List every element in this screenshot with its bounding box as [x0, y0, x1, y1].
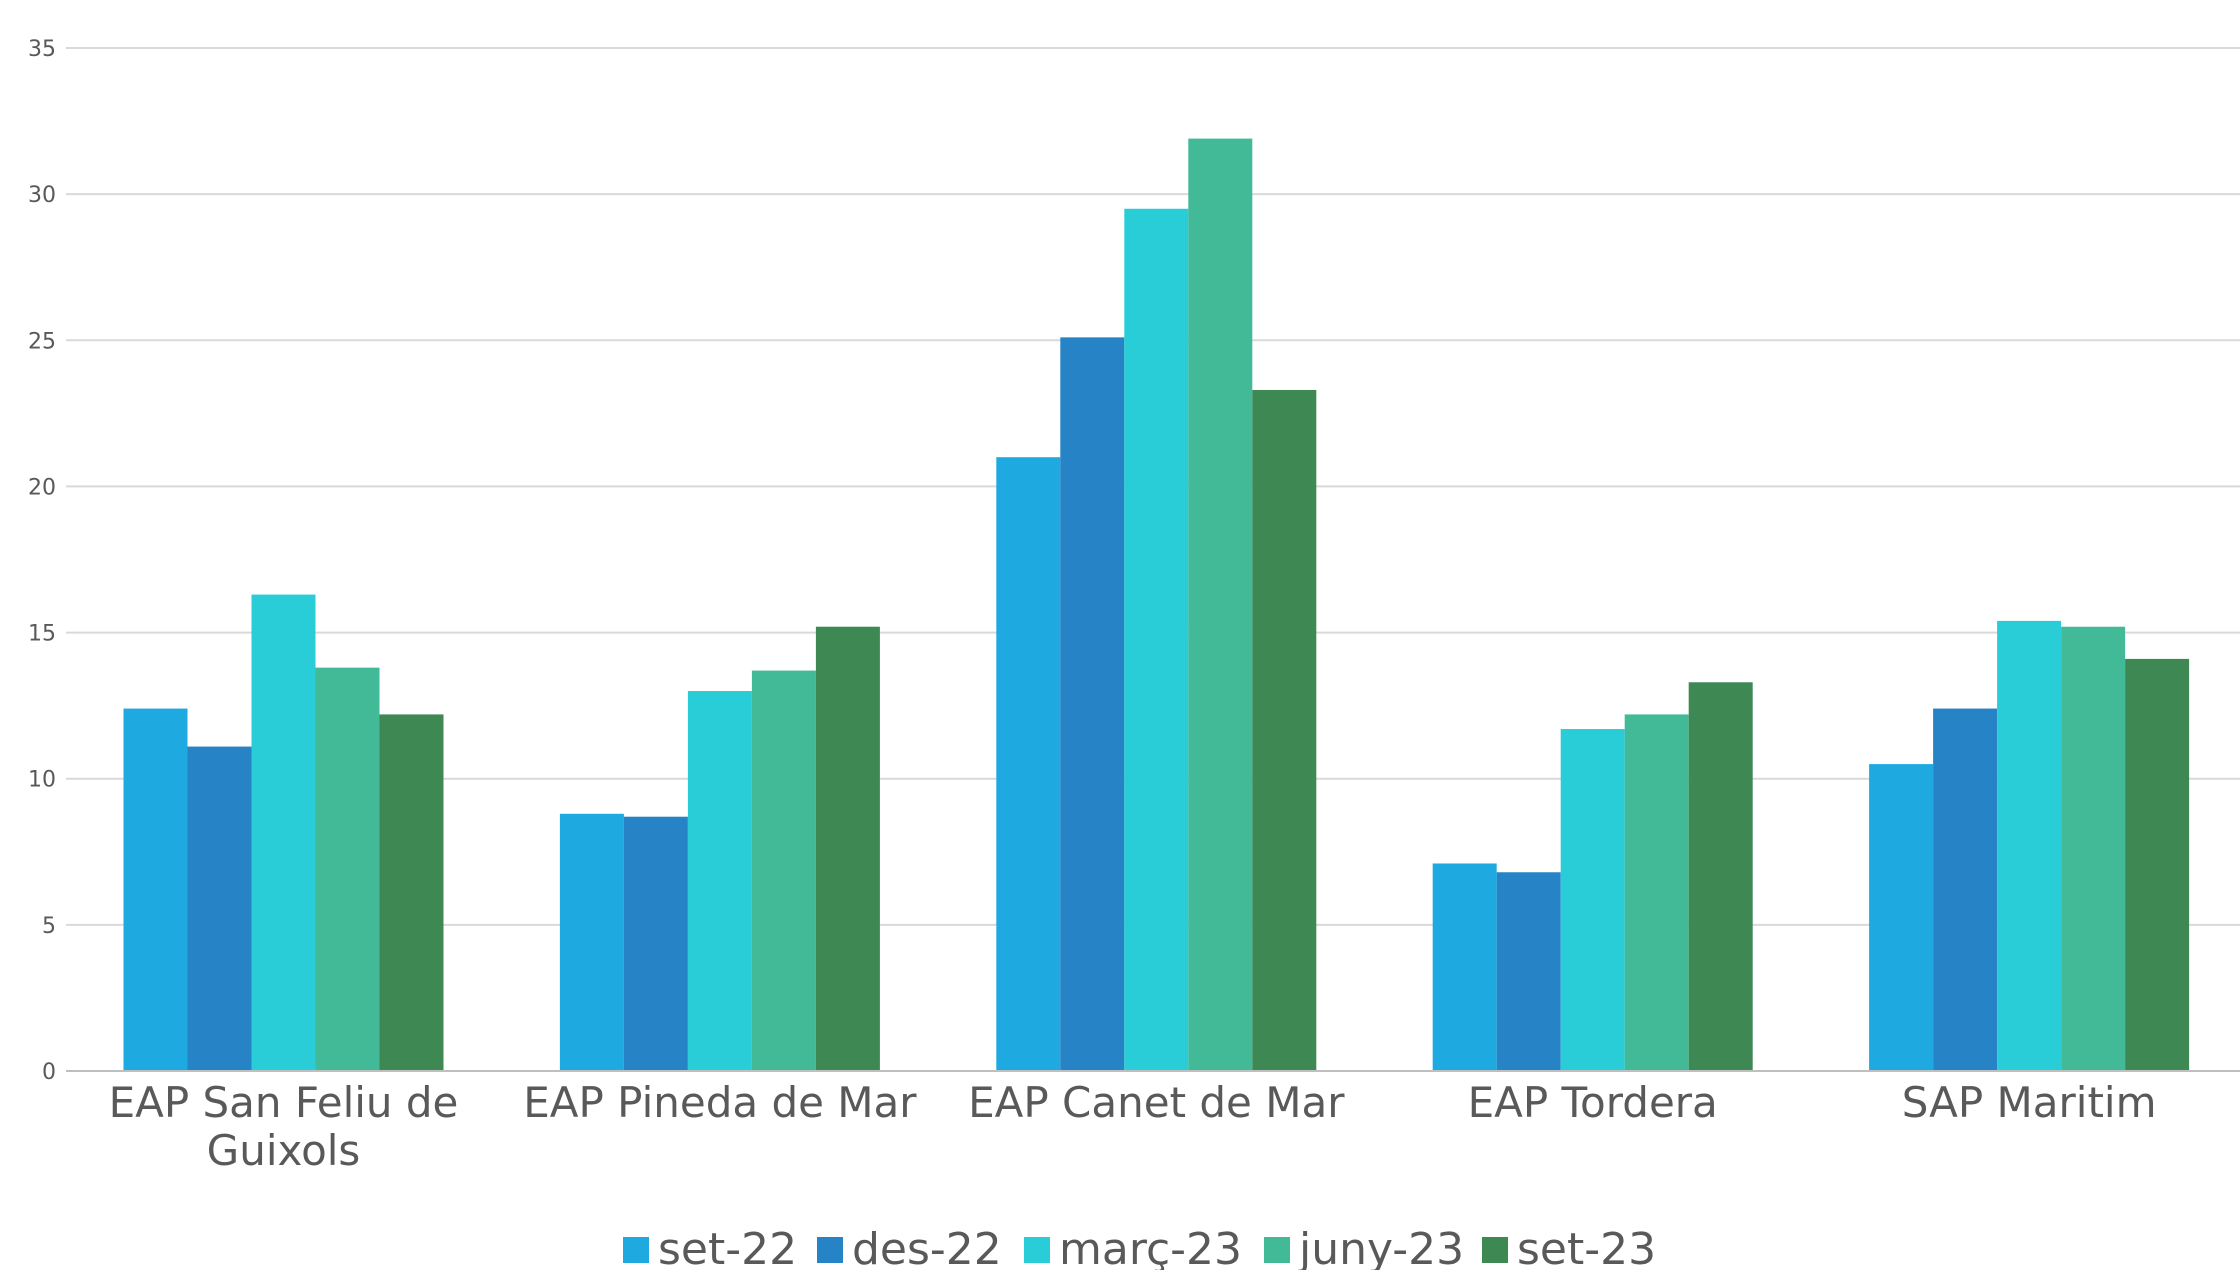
bar [1624, 714, 1689, 1071]
bar [623, 816, 688, 1071]
bar [1496, 872, 1561, 1071]
bar [123, 708, 188, 1071]
bar [1188, 138, 1253, 1071]
legend-label: des-22 [852, 1224, 1002, 1270]
y-tick-label: 35 [28, 37, 56, 62]
bar [996, 457, 1061, 1071]
bar [1997, 620, 2062, 1071]
bar [1252, 389, 1317, 1072]
bar [1432, 863, 1497, 1071]
x-tick-label: EAP Canet de Mar [968, 1078, 1345, 1127]
bar [687, 691, 752, 1071]
y-tick-label: 20 [28, 475, 56, 500]
y-tick-label: 25 [28, 329, 56, 354]
bar [2125, 658, 2190, 1071]
legend-swatch [1264, 1237, 1290, 1263]
bar [751, 670, 816, 1071]
x-tick-label: EAP Tordera [1468, 1078, 1718, 1127]
x-tick-label: EAP San Feliu de [109, 1078, 459, 1127]
y-tick-label: 0 [42, 1060, 56, 1085]
legend-label: set-23 [1517, 1224, 1656, 1270]
bar [251, 594, 316, 1071]
bar [1560, 729, 1625, 1071]
bar [559, 813, 624, 1071]
legend-label: març-23 [1059, 1224, 1242, 1270]
x-tick-label: Guixols [207, 1126, 361, 1175]
y-tick-label: 30 [28, 183, 56, 208]
legend: set-22 des-22 març-23 juny-23 set-23 [623, 1224, 1656, 1270]
bar [1060, 337, 1125, 1071]
bar [187, 746, 252, 1071]
bar [815, 626, 880, 1071]
bars [123, 138, 2190, 1072]
x-tick-label: EAP Pineda de Mar [523, 1078, 917, 1127]
bar [1869, 764, 1934, 1071]
legend-label: juny-23 [1298, 1224, 1464, 1270]
bar [1124, 208, 1189, 1071]
y-axis-tick-labels: 0 5 10 15 20 25 30 35 [28, 37, 56, 1085]
y-tick-label: 10 [28, 768, 56, 793]
bar [2061, 626, 2126, 1071]
bar [1688, 682, 1753, 1071]
bar [379, 714, 444, 1071]
x-tick-label: SAP Maritim [1902, 1078, 2157, 1127]
bar [315, 667, 380, 1071]
legend-swatch [1024, 1237, 1050, 1263]
y-tick-label: 5 [42, 914, 56, 939]
y-tick-label: 15 [28, 622, 56, 647]
legend-label: set-22 [658, 1224, 797, 1270]
legend-swatch [1482, 1237, 1508, 1263]
legend-swatch [623, 1237, 649, 1263]
bar [1933, 708, 1998, 1071]
legend-swatch [817, 1237, 843, 1263]
